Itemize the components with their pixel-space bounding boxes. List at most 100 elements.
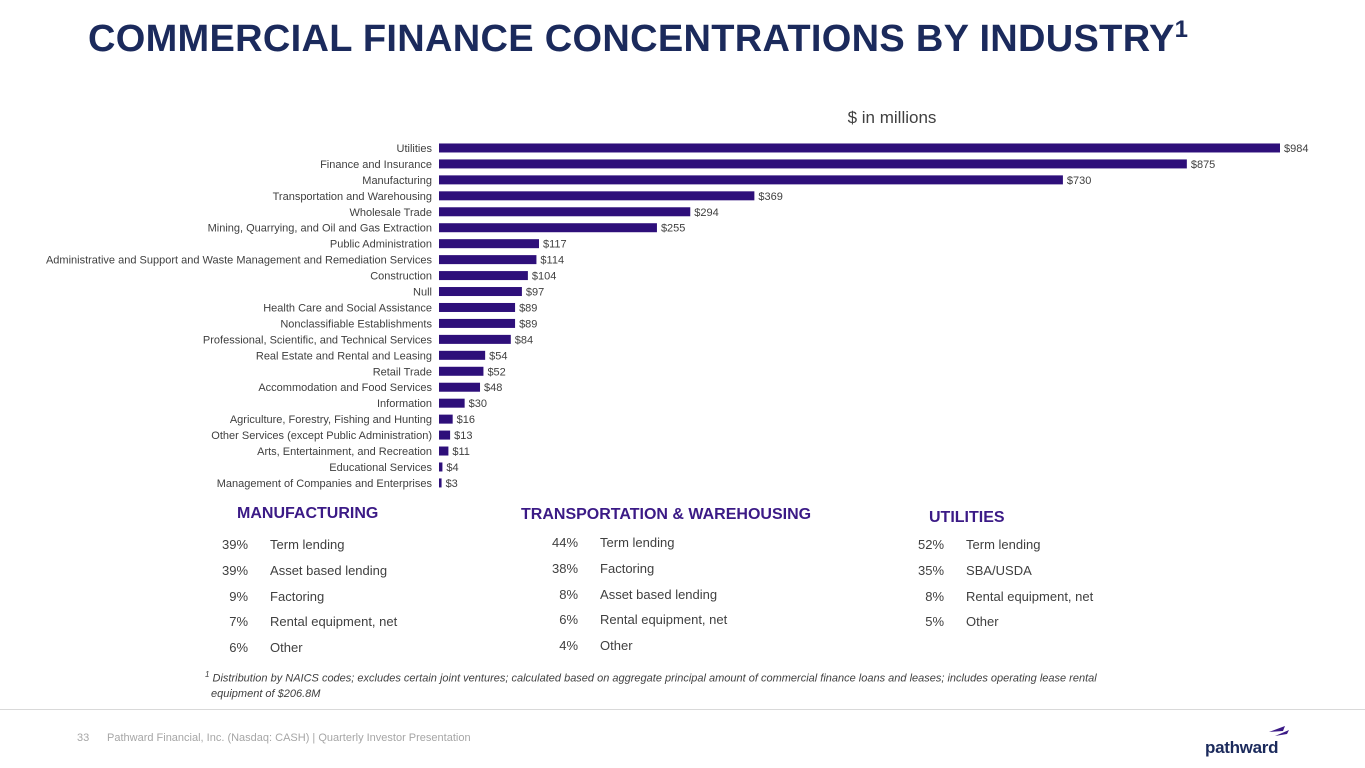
transportation-row: 38% Factoring [552,556,727,582]
value-label: $54 [489,350,507,362]
category-label: Administrative and Support and Waste Man… [46,255,433,267]
bar [439,382,481,392]
value-label: $294 [694,207,718,219]
value-label: $13 [454,430,472,442]
transportation-title: TRANSPORTATION & WAREHOUSING [521,506,812,523]
bar [439,239,539,249]
category-label: Other Services (except Public Administra… [211,430,432,442]
value-label: $16 [457,414,475,426]
value-label: $52 [487,366,505,378]
value-label: $117 [543,239,567,251]
bar [439,271,528,281]
utilities-row-pct: 5% [925,614,945,630]
value-label: $369 [758,191,782,203]
manufacturing-row-label: Rental equipment, net [270,614,398,630]
bar [439,287,522,297]
manufacturing-row: 6% Other [222,635,397,661]
transportation-row: 6% Rental equipment, net [552,607,727,633]
category-label: Manufacturing [362,175,432,187]
bar [439,207,691,217]
value-label: $104 [532,271,556,283]
bar [439,175,1063,185]
category-label: Professional, Scientific, and Technical … [203,334,433,346]
utilities-row-label: SBA/USDA [966,563,1032,579]
manufacturing-row-label: Asset based lending [270,563,388,579]
utilities-row-label: Rental equipment, net [966,588,1094,604]
transportation-row: 4% Other [552,633,727,659]
category-label: Arts, Entertainment, and Recreation [257,446,432,458]
transportation-row-label: Rental equipment, net [600,612,728,628]
bar [439,398,465,408]
utilities-row-pct: 8% [925,588,945,604]
manufacturing-row-label: Factoring [270,588,325,604]
value-label: $89 [519,318,537,330]
transportation-table: 44% Term lending 38% Factoring 8% Asset based… [552,530,727,658]
category-label: Real Estate and Rental and Leasing [256,350,432,362]
category-label: Wholesale Trade [349,207,432,219]
bar [439,366,484,376]
page-number: 33 [77,732,90,744]
manufacturing-row: 39% Asset based lending [222,558,397,584]
transportation-row-label: Asset based lending [600,586,718,602]
utilities-title: UTILITIES [929,509,1005,526]
footnote-text-line2: equipment of $206.8M [211,687,321,700]
logo-mark-icon [1269,726,1289,736]
bar [439,430,451,440]
transportation-row-pct: 38% [552,561,579,577]
category-label: Utilities [397,143,433,155]
bar [439,159,1187,169]
transportation-row: 44% Term lending [552,530,727,556]
manufacturing-row-pct: 39% [222,563,249,579]
bar [439,334,511,344]
bar [439,414,453,424]
manufacturing-row-pct: 39% [222,537,249,553]
bar [439,318,516,328]
footnote-marker: 1 [205,670,210,679]
utilities-row: 8% Rental equipment, net [918,583,1093,609]
bar [439,223,657,233]
bar [439,478,442,488]
transportation-row-pct: 4% [559,638,579,654]
category-label: Nonclassifiable Establishments [280,318,432,330]
category-label: Transportation and Warehousing [273,191,432,203]
value-label: $89 [519,302,537,314]
category-label: Agriculture, Forestry, Fishing and Hunti… [230,414,432,426]
bar [439,143,1280,153]
manufacturing-row-label: Term lending [270,537,345,553]
utilities-row: 35% SBA/USDA [918,558,1093,584]
utilities-row-label: Term lending [966,537,1041,553]
value-label: $875 [1191,159,1215,171]
value-label: $730 [1067,175,1091,187]
category-label: Construction [370,271,432,283]
category-label: Retail Trade [373,366,432,378]
manufacturing-row-pct: 6% [229,640,249,656]
utilities-row: 5% Other [918,609,1093,635]
value-label: $984 [1284,143,1308,155]
category-label: Null [413,287,432,299]
value-label: $30 [469,398,487,410]
category-label: Public Administration [330,239,432,251]
pathward-logo: pathward [1205,722,1295,758]
logo-wordmark: pathward [1205,738,1279,757]
category-label: Information [377,398,432,410]
value-label: $114 [540,255,564,267]
utilities-row-label: Other [966,614,999,630]
transportation-row-label: Factoring [600,561,655,577]
bar [439,446,449,456]
units-label: $ in millions [847,108,937,127]
value-label: $4 [446,462,458,474]
footer-divider [0,709,1365,710]
transportation-row-pct: 44% [552,535,579,551]
value-label: $97 [526,287,544,299]
transportation-row-label: Other [600,638,633,654]
manufacturing-row-label: Other [270,640,303,656]
manufacturing-row-pct: 9% [229,588,249,604]
category-label: Finance and Insurance [320,159,432,171]
manufacturing-row: 39% Term lending [222,532,397,558]
bar [439,191,755,201]
bar [439,462,443,472]
category-label: Educational Services [329,462,432,474]
value-label: $255 [661,223,685,235]
footnote: 1 Distribution by NAICS codes; excludes … [205,667,1145,702]
manufacturing-table: 39% Term lending 39% Asset based lending 9% F… [222,532,397,660]
